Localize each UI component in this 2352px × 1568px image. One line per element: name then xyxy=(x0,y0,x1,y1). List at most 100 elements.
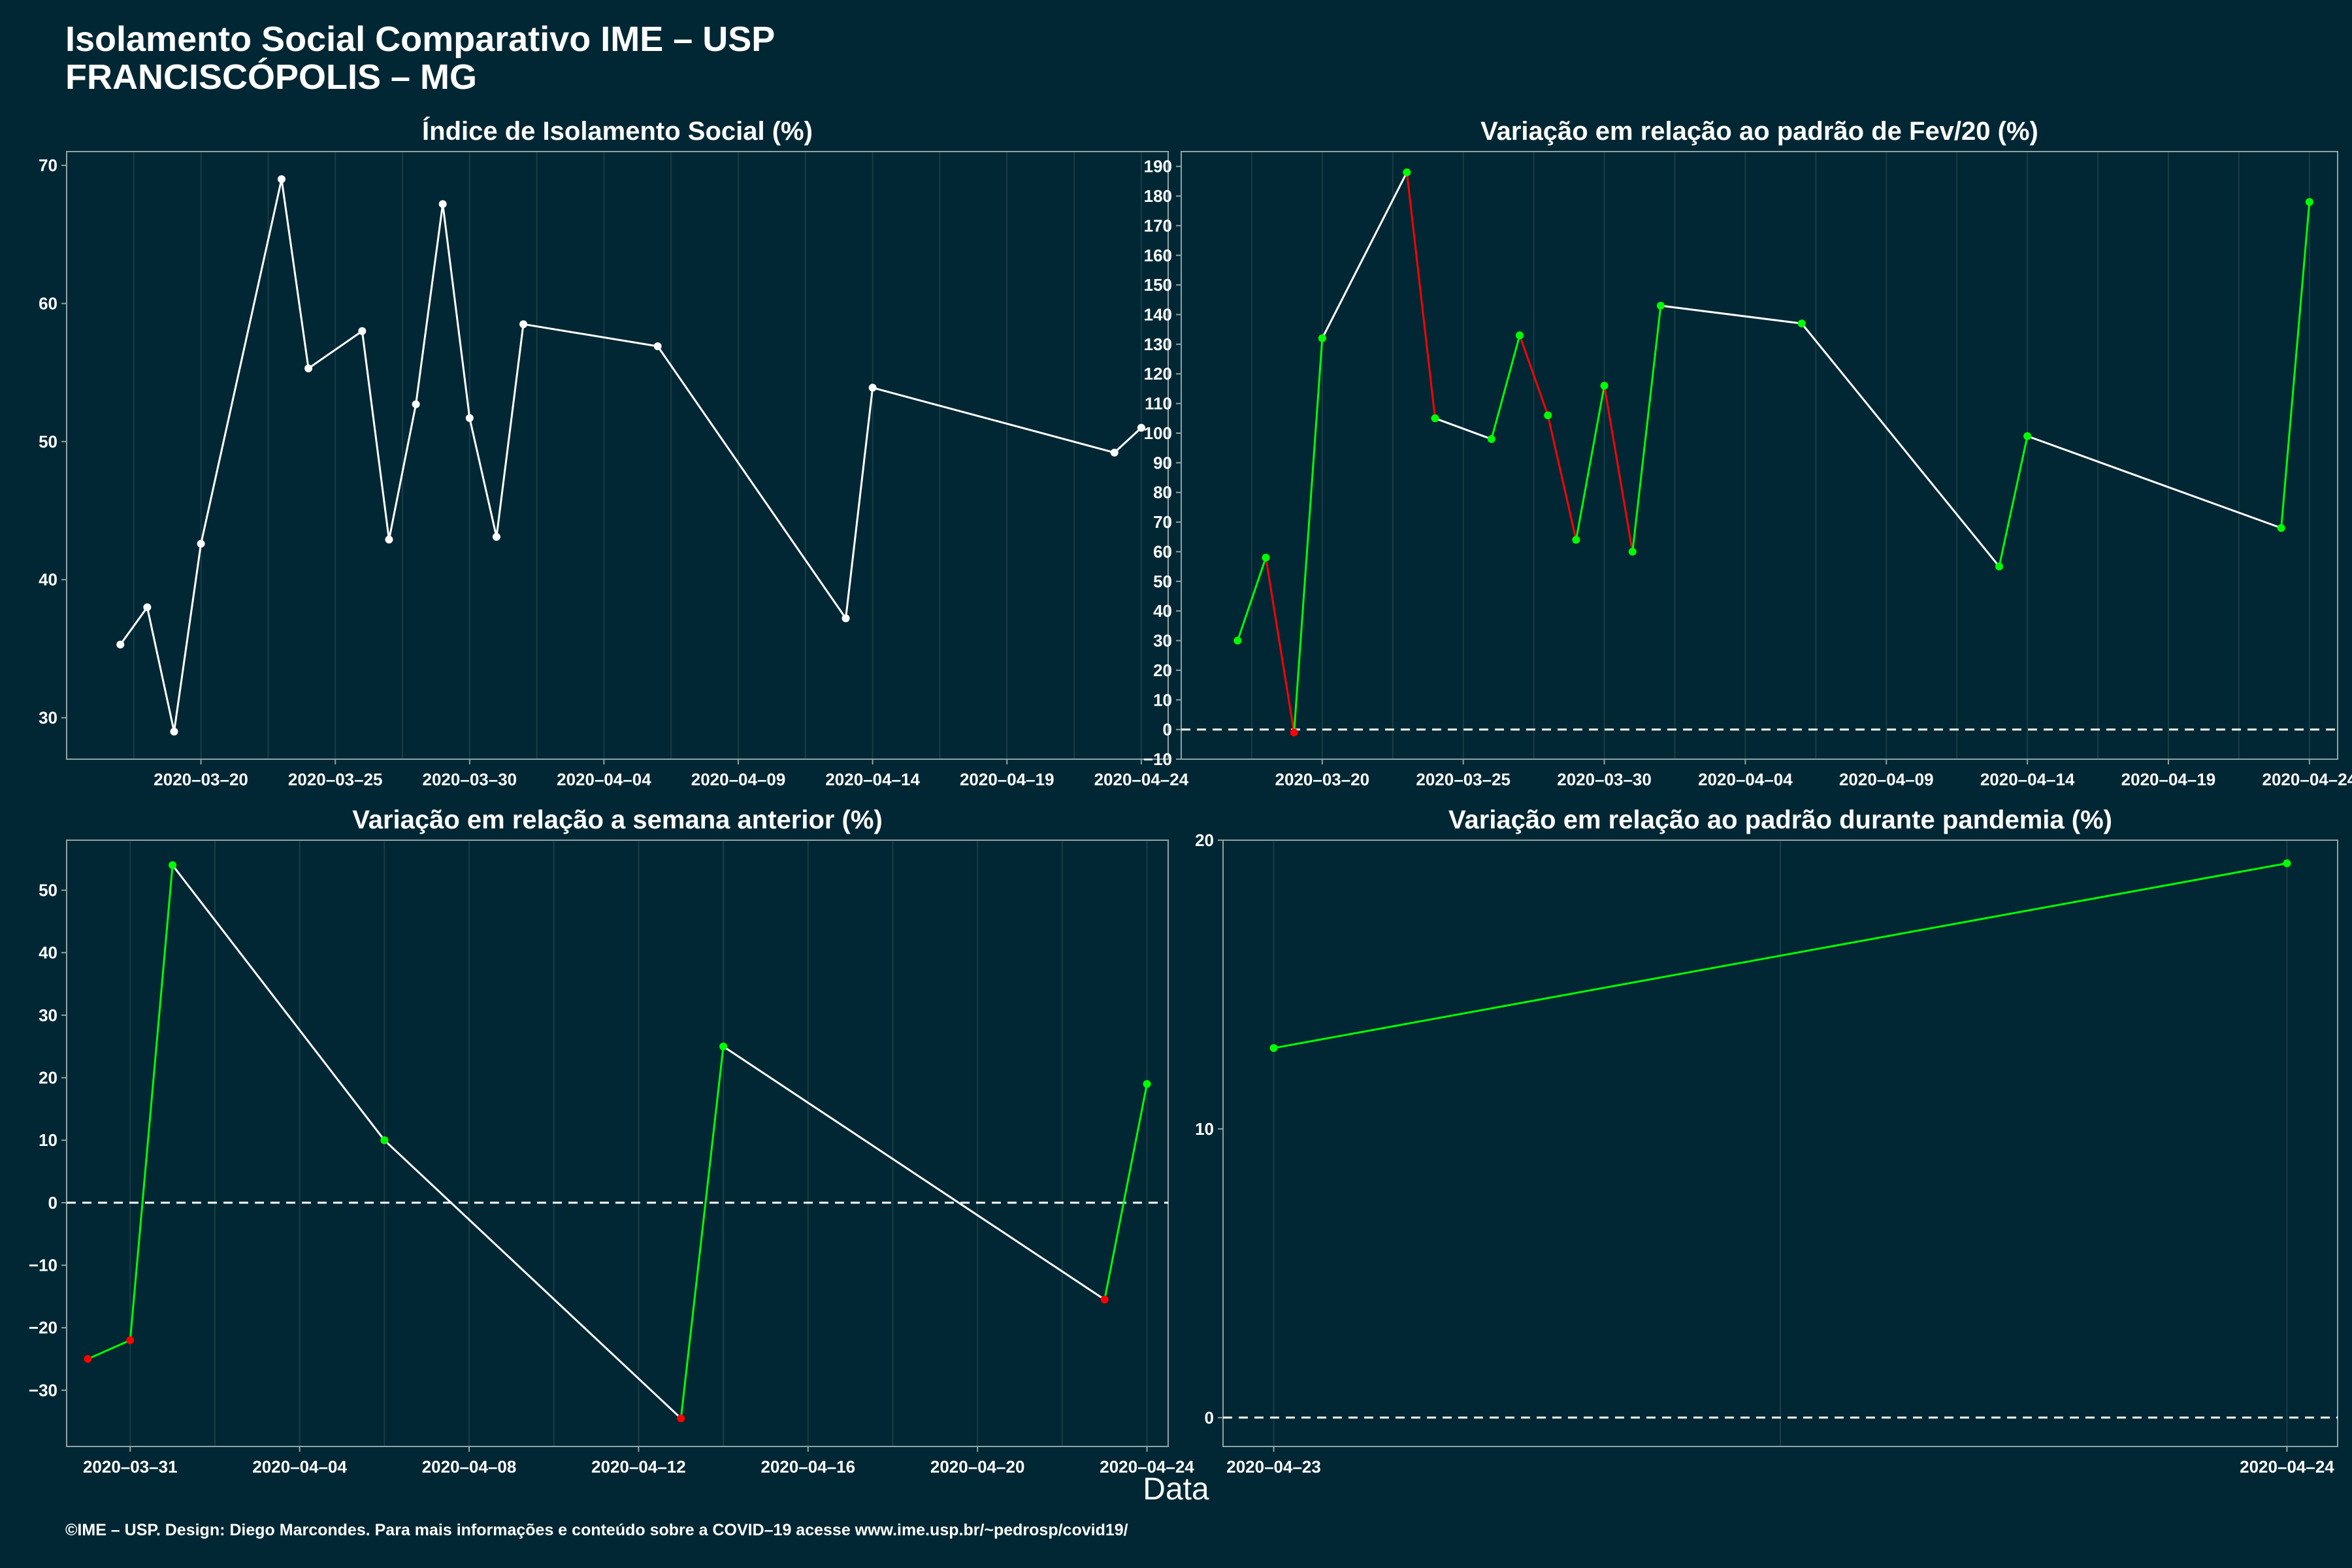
y-tick-label: 110 xyxy=(1145,394,1172,414)
y-tick-label: −10 xyxy=(29,1256,57,1275)
data-point xyxy=(1262,553,1270,562)
data-point xyxy=(2277,524,2285,532)
series-segment xyxy=(523,323,658,348)
x-tick-label: 2020–04–24 xyxy=(1094,770,1189,789)
data-point xyxy=(1628,547,1637,556)
series-segment xyxy=(87,1339,131,1360)
x-tick-label: 2020–04–04 xyxy=(557,770,651,789)
series-segment xyxy=(468,417,498,538)
data-point xyxy=(1269,1044,1278,1053)
series-segment xyxy=(723,1045,1105,1301)
y-tick-label: 170 xyxy=(1144,216,1172,235)
series-segment xyxy=(1435,417,1492,440)
y-tick-label: 0 xyxy=(1163,720,1172,740)
y-tick-label: 0 xyxy=(48,1193,57,1213)
data-point xyxy=(1110,448,1119,457)
series-segment xyxy=(1103,1083,1149,1300)
series-segment xyxy=(2027,435,2282,529)
panel-frame xyxy=(1181,151,2338,760)
series-segment xyxy=(442,204,471,419)
x-tick-label: 2020–03–20 xyxy=(1275,770,1370,789)
series-segment xyxy=(1631,305,1662,552)
x-tick-label: 2020–03–20 xyxy=(154,770,248,789)
y-tick-label: 20 xyxy=(39,1068,57,1088)
y-tick-label: 30 xyxy=(39,1005,57,1025)
y-tick-label: 70 xyxy=(39,155,57,175)
data-point xyxy=(1600,382,1609,390)
x-tick-label: 2020–04–24 xyxy=(1100,1457,1194,1477)
data-point xyxy=(143,603,152,612)
data-point xyxy=(438,200,447,208)
series-segment xyxy=(657,346,847,619)
y-tick-label: 50 xyxy=(39,881,57,900)
data-point xyxy=(653,342,662,351)
data-point xyxy=(380,1136,389,1145)
x-tick-label: 2020–04–14 xyxy=(825,770,920,789)
series-segment xyxy=(872,386,1115,454)
y-tick-label: 10 xyxy=(1153,690,1172,710)
y-tick-label: 20 xyxy=(1153,661,1172,680)
y-tick-label: −10 xyxy=(1143,749,1172,769)
series-segment xyxy=(1265,557,1296,733)
y-tick-label: 40 xyxy=(39,943,57,962)
data-point xyxy=(1137,423,1145,432)
x-tick-label: 2020–04–20 xyxy=(930,1457,1025,1477)
data-point xyxy=(116,640,125,649)
data-point xyxy=(1516,331,1524,340)
series-segment xyxy=(1546,415,1577,540)
data-point xyxy=(170,727,178,736)
data-point xyxy=(358,327,367,335)
data-point xyxy=(519,320,528,329)
x-tick-label: 2020–04–14 xyxy=(1980,770,2075,789)
data-point xyxy=(169,861,177,870)
data-point xyxy=(719,1042,728,1051)
panel-frame xyxy=(66,151,1169,760)
y-tick-label: 90 xyxy=(1153,453,1172,472)
y-tick-label: 100 xyxy=(1144,423,1172,443)
series-segment xyxy=(1490,335,1521,440)
x-tick-label: 2020–04–09 xyxy=(1839,770,1934,789)
series-segment xyxy=(2280,201,2311,529)
series-segment xyxy=(146,607,175,732)
data-point xyxy=(1290,728,1298,737)
y-tick-label: 30 xyxy=(39,708,57,728)
series-segment xyxy=(1405,172,1437,419)
data-point xyxy=(84,1355,92,1364)
x-tick-label: 2020–03–31 xyxy=(83,1457,178,1477)
x-tick-label: 2020–04–04 xyxy=(252,1457,347,1477)
data-point xyxy=(304,364,313,372)
y-tick-label: 60 xyxy=(39,294,57,314)
data-point xyxy=(2305,198,2313,206)
y-tick-label: 70 xyxy=(1153,512,1172,532)
data-point xyxy=(2023,432,2032,440)
footer-credits: ©IME – USP. Design: Diego Marcondes. Par… xyxy=(65,1521,1128,1539)
data-point xyxy=(492,532,500,541)
y-tick-label: 130 xyxy=(1144,335,1172,354)
y-tick-label: 190 xyxy=(1144,157,1172,176)
data-point xyxy=(677,1414,685,1422)
y-tick-label: 150 xyxy=(1144,275,1172,295)
y-tick-label: −30 xyxy=(29,1380,57,1400)
series-segment xyxy=(171,864,385,1141)
data-point xyxy=(868,384,877,392)
series-segment xyxy=(200,178,283,544)
data-point xyxy=(1318,334,1326,342)
x-tick-label: 2020–03–25 xyxy=(288,770,383,789)
y-tick-label: 120 xyxy=(1144,364,1172,384)
data-point xyxy=(1487,435,1495,444)
series-segment xyxy=(1321,172,1408,339)
y-tick-label: 140 xyxy=(1144,305,1172,325)
x-tick-label: 2020–03–30 xyxy=(423,770,517,789)
y-tick-label: 50 xyxy=(1153,572,1172,591)
panel-title: Variação em relação ao padrão de Fev/20 … xyxy=(1480,117,2038,146)
series-segment xyxy=(387,404,417,540)
y-tick-label: 160 xyxy=(1144,246,1172,265)
x-tick-label: 2020–04–16 xyxy=(761,1457,856,1477)
series-segment xyxy=(845,387,874,619)
x-tick-label: 2020–04–09 xyxy=(691,770,786,789)
y-tick-label: 50 xyxy=(39,432,57,451)
x-tick-label: 2020–04–19 xyxy=(960,770,1054,789)
y-tick-label: 10 xyxy=(1195,1119,1214,1139)
y-tick-label: 180 xyxy=(1144,186,1172,206)
series-segment xyxy=(1801,323,2001,568)
